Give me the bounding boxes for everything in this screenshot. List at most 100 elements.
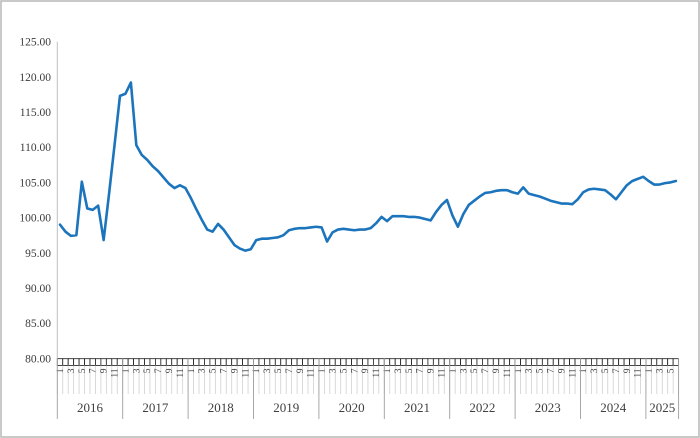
x-axis-year-separators xyxy=(56,358,680,419)
month-tick-box xyxy=(525,358,532,366)
year-label: 2022 xyxy=(469,400,495,415)
month-tick-label: 9 xyxy=(165,368,175,373)
month-tick-box xyxy=(378,358,385,366)
month-tick-box xyxy=(220,358,227,366)
month-tick-box xyxy=(372,358,380,366)
month-tick-box xyxy=(640,358,647,366)
month-tick-box xyxy=(84,358,91,366)
month-tick-box xyxy=(198,358,205,366)
month-tick-label: 11 xyxy=(634,368,644,377)
y-tick-label: 90.00 xyxy=(25,283,51,295)
y-tick-label: 80.00 xyxy=(25,353,51,365)
month-tick-box xyxy=(204,358,211,366)
y-tick-label: 115.00 xyxy=(20,107,51,119)
month-tick-label: 5 xyxy=(339,368,349,373)
month-tick-box xyxy=(334,358,342,366)
month-tick-box xyxy=(274,358,282,366)
x-axis-month-labels: 1 3 5 7 9 11 1 3 5 7 9 11 1 3 5 7 9 11 1 3 5 7 9 11 1 3 5 7 9 11 1 3 5 7 9… xyxy=(56,368,676,377)
month-tick-box xyxy=(498,358,505,366)
month-tick-box xyxy=(263,358,271,366)
month-tick-box xyxy=(318,358,325,366)
month-tick-box xyxy=(623,358,630,366)
month-tick-box xyxy=(62,358,69,366)
month-tick-box xyxy=(634,358,641,366)
year-label: 2025 xyxy=(649,400,675,415)
month-tick-label: 5 xyxy=(470,368,480,373)
month-tick-box xyxy=(356,358,363,366)
month-tick-label: 1 xyxy=(318,368,328,373)
month-tick-label: 5 xyxy=(78,368,88,373)
month-tick-box xyxy=(133,358,140,366)
month-tick-box xyxy=(514,358,521,366)
month-tick-label: 1 xyxy=(383,368,393,373)
month-tick-box xyxy=(400,358,407,366)
month-tick-label: 3 xyxy=(67,368,77,373)
month-tick-box xyxy=(296,358,303,366)
month-tick-box xyxy=(100,358,107,366)
month-tick-label: 1 xyxy=(514,368,524,373)
month-tick-label: 5 xyxy=(209,368,219,373)
month-tick-box xyxy=(503,358,511,366)
month-tick-box xyxy=(536,358,543,366)
month-tick-label: 9 xyxy=(296,368,306,373)
month-tick-box xyxy=(520,358,527,366)
month-tick-label: 11 xyxy=(438,368,448,377)
month-tick-label: 5 xyxy=(601,368,611,373)
month-tick-box xyxy=(574,358,581,366)
month-tick-label: 7 xyxy=(154,368,164,373)
month-tick-label: 9 xyxy=(100,368,110,373)
month-tick-label: 7 xyxy=(89,368,99,373)
year-label: 2023 xyxy=(535,400,561,415)
month-tick-label: 3 xyxy=(459,368,469,373)
y-tick-label: 105.00 xyxy=(19,177,51,189)
month-tick-label: 1 xyxy=(187,368,197,373)
month-tick-box xyxy=(214,358,222,366)
month-tick-box xyxy=(225,358,233,366)
month-tick-box xyxy=(645,358,652,366)
month-tick-box xyxy=(122,358,129,366)
month-tick-box xyxy=(591,358,598,366)
y-tick-label: 100.00 xyxy=(19,213,51,225)
month-tick-box xyxy=(558,358,565,366)
month-tick-box xyxy=(465,358,472,366)
month-tick-box xyxy=(105,358,113,366)
month-tick-box xyxy=(95,358,102,366)
month-tick-box xyxy=(127,358,134,366)
month-tick-box xyxy=(144,358,151,366)
month-tick-box xyxy=(460,358,467,366)
month-tick-label: 1 xyxy=(121,368,131,373)
month-tick-box xyxy=(269,358,276,366)
month-tick-box xyxy=(193,358,200,366)
month-tick-box xyxy=(471,358,478,366)
month-tick-box xyxy=(302,358,309,366)
month-tick-box xyxy=(307,358,314,366)
month-tick-label: 7 xyxy=(547,368,557,373)
month-tick-label: 9 xyxy=(492,368,502,373)
month-tick-label: 11 xyxy=(241,368,251,377)
month-tick-box xyxy=(340,358,347,366)
month-tick-box xyxy=(422,358,429,366)
month-tick-box xyxy=(509,358,516,366)
month-tick-label: 1 xyxy=(645,368,655,373)
month-tick-label: 9 xyxy=(623,368,633,373)
month-tick-label: 9 xyxy=(427,368,437,373)
month-tick-label: 3 xyxy=(590,368,600,373)
month-tick-box xyxy=(607,358,614,366)
month-tick-label: 5 xyxy=(666,368,676,373)
month-tick-box xyxy=(78,358,85,366)
month-tick-box xyxy=(329,358,336,366)
year-label: 2017 xyxy=(142,400,169,415)
month-tick-label: 11 xyxy=(307,368,317,377)
year-label: 2021 xyxy=(404,400,430,415)
month-tick-box xyxy=(541,358,549,366)
month-tick-label: 3 xyxy=(329,368,339,373)
month-tick-box xyxy=(176,358,184,366)
month-tick-box xyxy=(111,358,118,366)
month-tick-box xyxy=(454,358,461,366)
month-tick-label: 1 xyxy=(579,368,589,373)
x-axis-month-tick-boxes xyxy=(56,358,680,366)
y-tick-label: 110.00 xyxy=(20,142,51,154)
month-tick-box xyxy=(531,358,538,366)
